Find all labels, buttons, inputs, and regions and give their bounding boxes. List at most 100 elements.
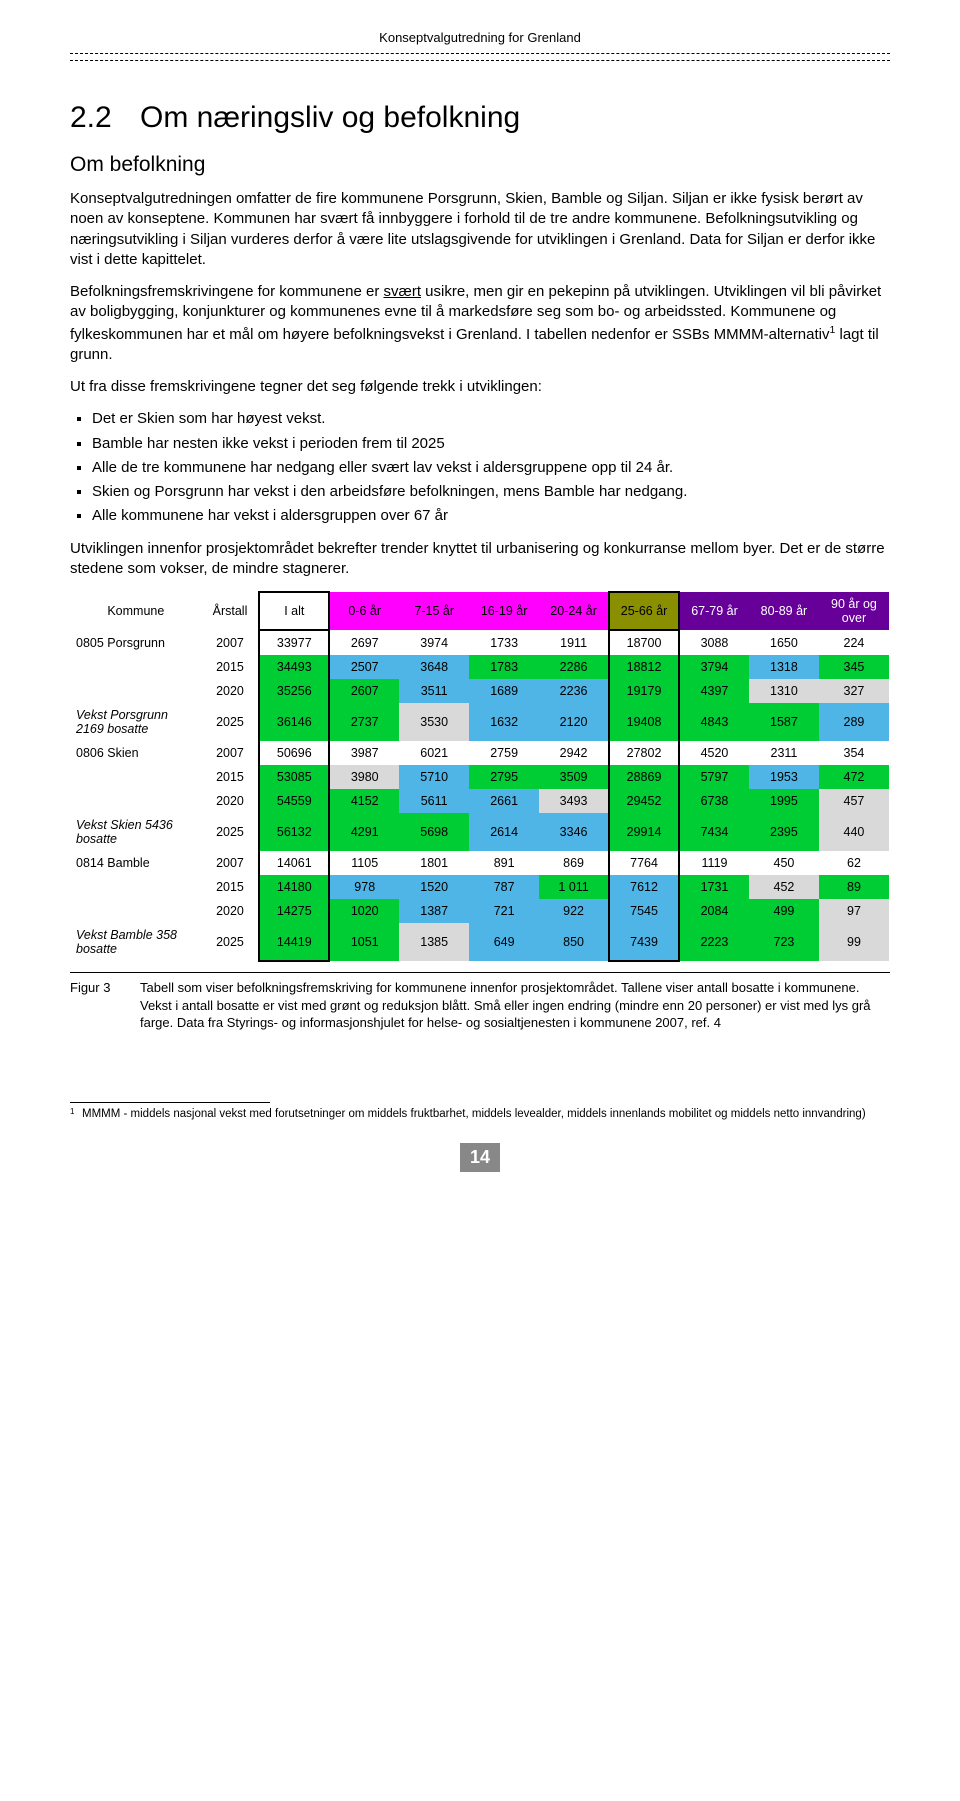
table-cell: 18700 bbox=[609, 630, 679, 655]
table-cell: 1587 bbox=[749, 703, 819, 741]
table-cell: 723 bbox=[749, 923, 819, 961]
page-number: 14 bbox=[460, 1143, 500, 1172]
table-cell: 18812 bbox=[609, 655, 679, 679]
table-cell: 1733 bbox=[469, 630, 539, 655]
table-cell: 7764 bbox=[609, 851, 679, 875]
table-cell: 89 bbox=[819, 875, 889, 899]
table-header: 25-66 år bbox=[609, 592, 679, 630]
table-cell: 450 bbox=[749, 851, 819, 875]
table-header: 67-79 år bbox=[679, 592, 749, 630]
table-cell: 787 bbox=[469, 875, 539, 899]
table-cell: 2607 bbox=[329, 679, 399, 703]
population-table: KommuneÅrstallI alt0-6 år7-15 år16-19 år… bbox=[70, 591, 890, 962]
table-cell: 7545 bbox=[609, 899, 679, 923]
table-cell: 1995 bbox=[749, 789, 819, 813]
table-cell: 1387 bbox=[399, 899, 469, 923]
paragraph-2: Befolkningsfremskrivingene for kommunene… bbox=[70, 282, 890, 365]
table-cell: 1105 bbox=[329, 851, 399, 875]
table-cell: 53085 bbox=[259, 765, 329, 789]
figure-caption: Figur 3 Tabell som viser befolkningsfrem… bbox=[70, 972, 890, 1032]
table-cell: 3509 bbox=[539, 765, 609, 789]
table-cell: 2737 bbox=[329, 703, 399, 741]
table-cell: 452 bbox=[749, 875, 819, 899]
table-cell: 14275 bbox=[259, 899, 329, 923]
table-cell: 2507 bbox=[329, 655, 399, 679]
table-cell: 922 bbox=[539, 899, 609, 923]
table-cell: 3794 bbox=[679, 655, 749, 679]
table-row: 2020352562607351116892236191794397131032… bbox=[70, 679, 889, 703]
table-header: I alt bbox=[259, 592, 329, 630]
table-cell: 36146 bbox=[259, 703, 329, 741]
table-cell: 289 bbox=[819, 703, 889, 741]
row-year: 2020 bbox=[202, 789, 260, 813]
table-header: 16-19 år bbox=[469, 592, 539, 630]
table-cell: 345 bbox=[819, 655, 889, 679]
table-cell: 2223 bbox=[679, 923, 749, 961]
table-cell: 1051 bbox=[329, 923, 399, 961]
section-title: 2.2Om næringsliv og befolkning bbox=[70, 101, 890, 135]
table-cell: 1650 bbox=[749, 630, 819, 655]
bullet-list: Det er Skien som har høyest vekst.Bamble… bbox=[70, 409, 890, 526]
table-cell: 3987 bbox=[329, 741, 399, 765]
table-cell: 50696 bbox=[259, 741, 329, 765]
table-cell: 457 bbox=[819, 789, 889, 813]
table-cell: 19408 bbox=[609, 703, 679, 741]
table-cell: 2236 bbox=[539, 679, 609, 703]
section-number: 2.2 bbox=[70, 101, 140, 135]
table-cell: 14180 bbox=[259, 875, 329, 899]
header-rule-1 bbox=[70, 53, 890, 54]
table-cell: 6021 bbox=[399, 741, 469, 765]
row-year: 2007 bbox=[202, 851, 260, 875]
table-cell: 2120 bbox=[539, 703, 609, 741]
table-cell: 28869 bbox=[609, 765, 679, 789]
table-row: 2015344932507364817832286188123794131834… bbox=[70, 655, 889, 679]
paragraph-4: Utviklingen innenfor prosjektområdet bek… bbox=[70, 539, 890, 580]
table-row: Vekst Skien 5436 bosatte2025561324291569… bbox=[70, 813, 889, 851]
table-cell: 1310 bbox=[749, 679, 819, 703]
table-cell: 33977 bbox=[259, 630, 329, 655]
table-cell: 2795 bbox=[469, 765, 539, 789]
table-row: 2020545594152561126613493294526738199545… bbox=[70, 789, 889, 813]
table-cell: 3346 bbox=[539, 813, 609, 851]
doc-header: Konseptvalgutredning for Grenland bbox=[70, 30, 890, 45]
table-header: 90 år og over bbox=[819, 592, 889, 630]
table-cell: 19179 bbox=[609, 679, 679, 703]
table-cell: 2661 bbox=[469, 789, 539, 813]
p2-underline: svært bbox=[383, 283, 421, 300]
table-cell: 4291 bbox=[329, 813, 399, 851]
table-cell: 649 bbox=[469, 923, 539, 961]
figure-text: Tabell som viser befolkningsfremskriving… bbox=[140, 979, 890, 1032]
row-label bbox=[70, 765, 202, 789]
table-header: 0-6 år bbox=[329, 592, 399, 630]
row-label: Vekst Porsgrunn 2169 bosatte bbox=[70, 703, 202, 741]
table-cell: 1 011 bbox=[539, 875, 609, 899]
table-cell: 1953 bbox=[749, 765, 819, 789]
table-cell: 3980 bbox=[329, 765, 399, 789]
table-row: Vekst Bamble 358 bosatte2025144191051138… bbox=[70, 923, 889, 961]
table-cell: 354 bbox=[819, 741, 889, 765]
row-year: 2020 bbox=[202, 899, 260, 923]
table-row: Vekst Porsgrunn 2169 bosatte202536146273… bbox=[70, 703, 889, 741]
table-cell: 3088 bbox=[679, 630, 749, 655]
figure-label: Figur 3 bbox=[70, 979, 140, 1032]
table-cell: 4152 bbox=[329, 789, 399, 813]
table-cell: 2395 bbox=[749, 813, 819, 851]
row-year: 2007 bbox=[202, 630, 260, 655]
table-cell: 1731 bbox=[679, 875, 749, 899]
bullet-item: Bamble har nesten ikke vekst i perioden … bbox=[92, 434, 890, 454]
footnote-separator bbox=[70, 1102, 270, 1103]
table-cell: 4843 bbox=[679, 703, 749, 741]
table-cell: 35256 bbox=[259, 679, 329, 703]
table-cell: 14061 bbox=[259, 851, 329, 875]
table-cell: 224 bbox=[819, 630, 889, 655]
table-cell: 472 bbox=[819, 765, 889, 789]
table-row: 2015530853980571027953509288695797195347… bbox=[70, 765, 889, 789]
bullet-item: Skien og Porsgrunn har vekst i den arbei… bbox=[92, 482, 890, 502]
table-cell: 1689 bbox=[469, 679, 539, 703]
page-number-wrap: 14 bbox=[70, 1143, 890, 1172]
table-cell: 891 bbox=[469, 851, 539, 875]
table-cell: 54559 bbox=[259, 789, 329, 813]
row-year: 2025 bbox=[202, 923, 260, 961]
table-cell: 3648 bbox=[399, 655, 469, 679]
paragraph-3: Ut fra disse fremskrivingene tegner det … bbox=[70, 377, 890, 397]
